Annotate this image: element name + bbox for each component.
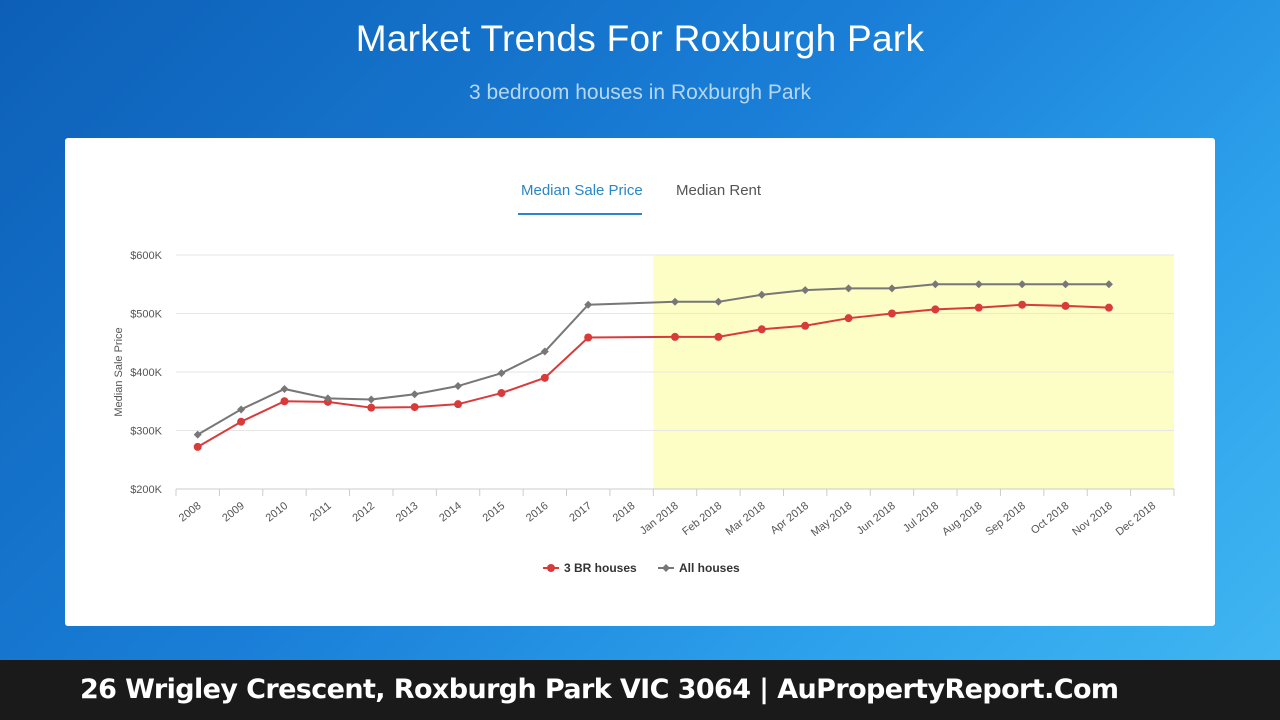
- x-tick-label: 2008: [177, 500, 204, 525]
- line-chart: $200K $300K $400K $500K $600K Median Sale Pri…: [113, 250, 1175, 575]
- data-point: [323, 394, 332, 403]
- x-tick-label: Dec 2018: [1114, 500, 1158, 538]
- legend-label: All houses: [679, 561, 740, 575]
- data-point: [410, 390, 419, 399]
- x-tick-label: Feb 2018: [680, 500, 724, 538]
- y-axis-title: Median Sale Price: [113, 327, 125, 416]
- legend-label: 3 BR houses: [564, 561, 637, 575]
- x-tick-label: 2015: [481, 500, 508, 525]
- x-tick-label: 2016: [524, 500, 551, 525]
- data-point: [844, 284, 853, 293]
- data-point: [454, 400, 463, 409]
- data-point: [931, 280, 940, 289]
- y-tick-label: $300K: [130, 426, 162, 438]
- y-tick-label: $200K: [130, 484, 162, 496]
- series-all-houses: [193, 280, 1113, 439]
- data-point: [671, 297, 679, 306]
- tab-median-rent[interactable]: Median Rent: [676, 182, 762, 199]
- data-point: [497, 389, 506, 398]
- data-point: [237, 405, 246, 414]
- data-point: [1061, 280, 1070, 289]
- data-point: [931, 305, 940, 314]
- data-point: [974, 303, 983, 312]
- legend-item: 3 BR houses: [543, 561, 637, 575]
- x-tick-label: Jun 2018: [855, 500, 898, 537]
- x-tick-label: 2018: [611, 500, 638, 525]
- x-tick-label: Jan 2018: [638, 500, 681, 537]
- data-point: [584, 333, 593, 342]
- page-title: Market Trends For Roxburgh Park: [355, 18, 925, 59]
- x-tick-label: Oct 2018: [1029, 500, 1072, 537]
- data-point: [367, 395, 376, 404]
- tab-median-sale-price[interactable]: Median Sale Price: [521, 182, 643, 199]
- data-point: [1061, 301, 1070, 310]
- data-point: [280, 397, 289, 406]
- footer-address: 26 Wrigley Crescent, Roxburgh Park VIC 3…: [80, 674, 1119, 705]
- x-tick-label: Nov 2018: [1070, 500, 1114, 538]
- data-point: [540, 373, 549, 382]
- y-tick-label: $500K: [130, 309, 162, 321]
- data-point: [367, 403, 376, 412]
- y-tick-label: $600K: [130, 250, 162, 262]
- data-point: [844, 314, 853, 323]
- x-tick-label: Jul 2018: [901, 500, 941, 535]
- x-tick-label: Mar 2018: [724, 500, 768, 538]
- data-point: [671, 332, 679, 341]
- x-tick-label: Sep 2018: [983, 500, 1028, 538]
- data-point: [280, 384, 289, 393]
- x-tick-label: 2009: [220, 500, 247, 525]
- x-tick-label: May 2018: [809, 500, 854, 539]
- data-point: [237, 417, 246, 426]
- x-tick-label: 2014: [437, 500, 464, 525]
- x-tick-label: 2017: [567, 500, 594, 525]
- x-tick-label: 2013: [394, 500, 421, 525]
- chart-card: Median Sale Price Median Rent $200K $300K…: [65, 138, 1215, 626]
- legend-marker: [547, 564, 555, 572]
- data-point: [193, 442, 202, 451]
- data-point: [757, 290, 766, 299]
- x-tick-label: 2011: [308, 500, 334, 524]
- data-point: [1104, 280, 1113, 289]
- legend-item: All houses: [658, 561, 740, 575]
- x-tick-label: Aug 2018: [940, 500, 985, 538]
- data-point: [887, 309, 896, 318]
- data-point: [540, 347, 549, 356]
- data-point: [497, 369, 506, 378]
- data-point: [801, 321, 810, 330]
- data-point: [410, 403, 419, 412]
- data-point: [714, 332, 723, 341]
- page-subtitle: 3 bedroom houses in Roxburgh Park: [468, 81, 812, 104]
- x-tick-label: 2012: [350, 500, 377, 525]
- data-point: [887, 284, 896, 293]
- y-tick-label: $400K: [130, 367, 162, 379]
- data-point: [1104, 303, 1113, 312]
- data-point: [974, 280, 983, 289]
- x-tick-label: Apr 2018: [768, 500, 811, 537]
- active-tab-indicator: [518, 213, 642, 215]
- data-point: [714, 297, 723, 306]
- x-tick-label: 2010: [264, 500, 291, 525]
- data-point: [1018, 300, 1027, 309]
- data-point: [1018, 280, 1027, 289]
- data-point: [193, 430, 202, 439]
- data-point: [454, 382, 463, 391]
- data-point: [801, 286, 810, 295]
- series-3-br-houses: [193, 300, 1113, 451]
- data-point: [584, 300, 593, 309]
- footer-bar: 26 Wrigley Crescent, Roxburgh Park VIC 3…: [0, 660, 1280, 720]
- legend-marker: [662, 564, 670, 572]
- data-point: [757, 325, 766, 334]
